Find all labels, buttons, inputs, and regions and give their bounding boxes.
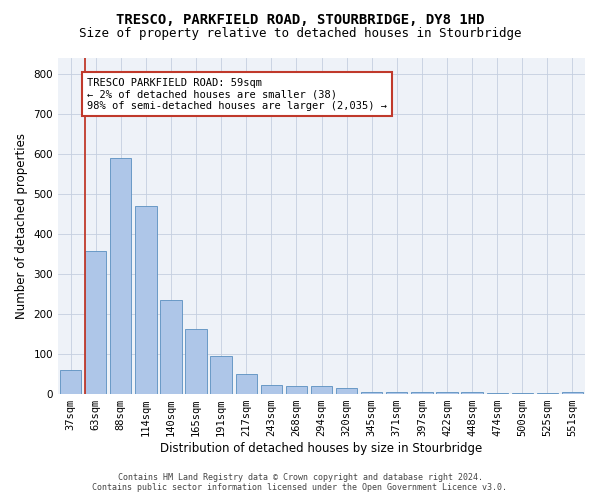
Bar <box>336 388 357 394</box>
Bar <box>110 158 131 394</box>
Text: Contains HM Land Registry data © Crown copyright and database right 2024.
Contai: Contains HM Land Registry data © Crown c… <box>92 473 508 492</box>
Text: TRESCO, PARKFIELD ROAD, STOURBRIDGE, DY8 1HD: TRESCO, PARKFIELD ROAD, STOURBRIDGE, DY8… <box>116 12 484 26</box>
Y-axis label: Number of detached properties: Number of detached properties <box>15 133 28 319</box>
Bar <box>562 392 583 394</box>
Bar <box>361 392 382 394</box>
Bar <box>436 392 458 394</box>
Bar <box>135 206 157 394</box>
Bar <box>185 329 207 394</box>
X-axis label: Distribution of detached houses by size in Stourbridge: Distribution of detached houses by size … <box>160 442 482 455</box>
Bar <box>411 392 433 394</box>
Bar <box>286 386 307 394</box>
Bar <box>236 374 257 394</box>
Bar <box>461 392 483 394</box>
Bar <box>85 250 106 394</box>
Bar <box>211 356 232 394</box>
Bar <box>160 300 182 394</box>
Text: Size of property relative to detached houses in Stourbridge: Size of property relative to detached ho… <box>79 28 521 40</box>
Bar <box>386 392 407 394</box>
Text: TRESCO PARKFIELD ROAD: 59sqm
← 2% of detached houses are smaller (38)
98% of sem: TRESCO PARKFIELD ROAD: 59sqm ← 2% of det… <box>87 78 387 110</box>
Bar <box>60 370 81 394</box>
Bar <box>260 385 282 394</box>
Bar <box>311 386 332 394</box>
